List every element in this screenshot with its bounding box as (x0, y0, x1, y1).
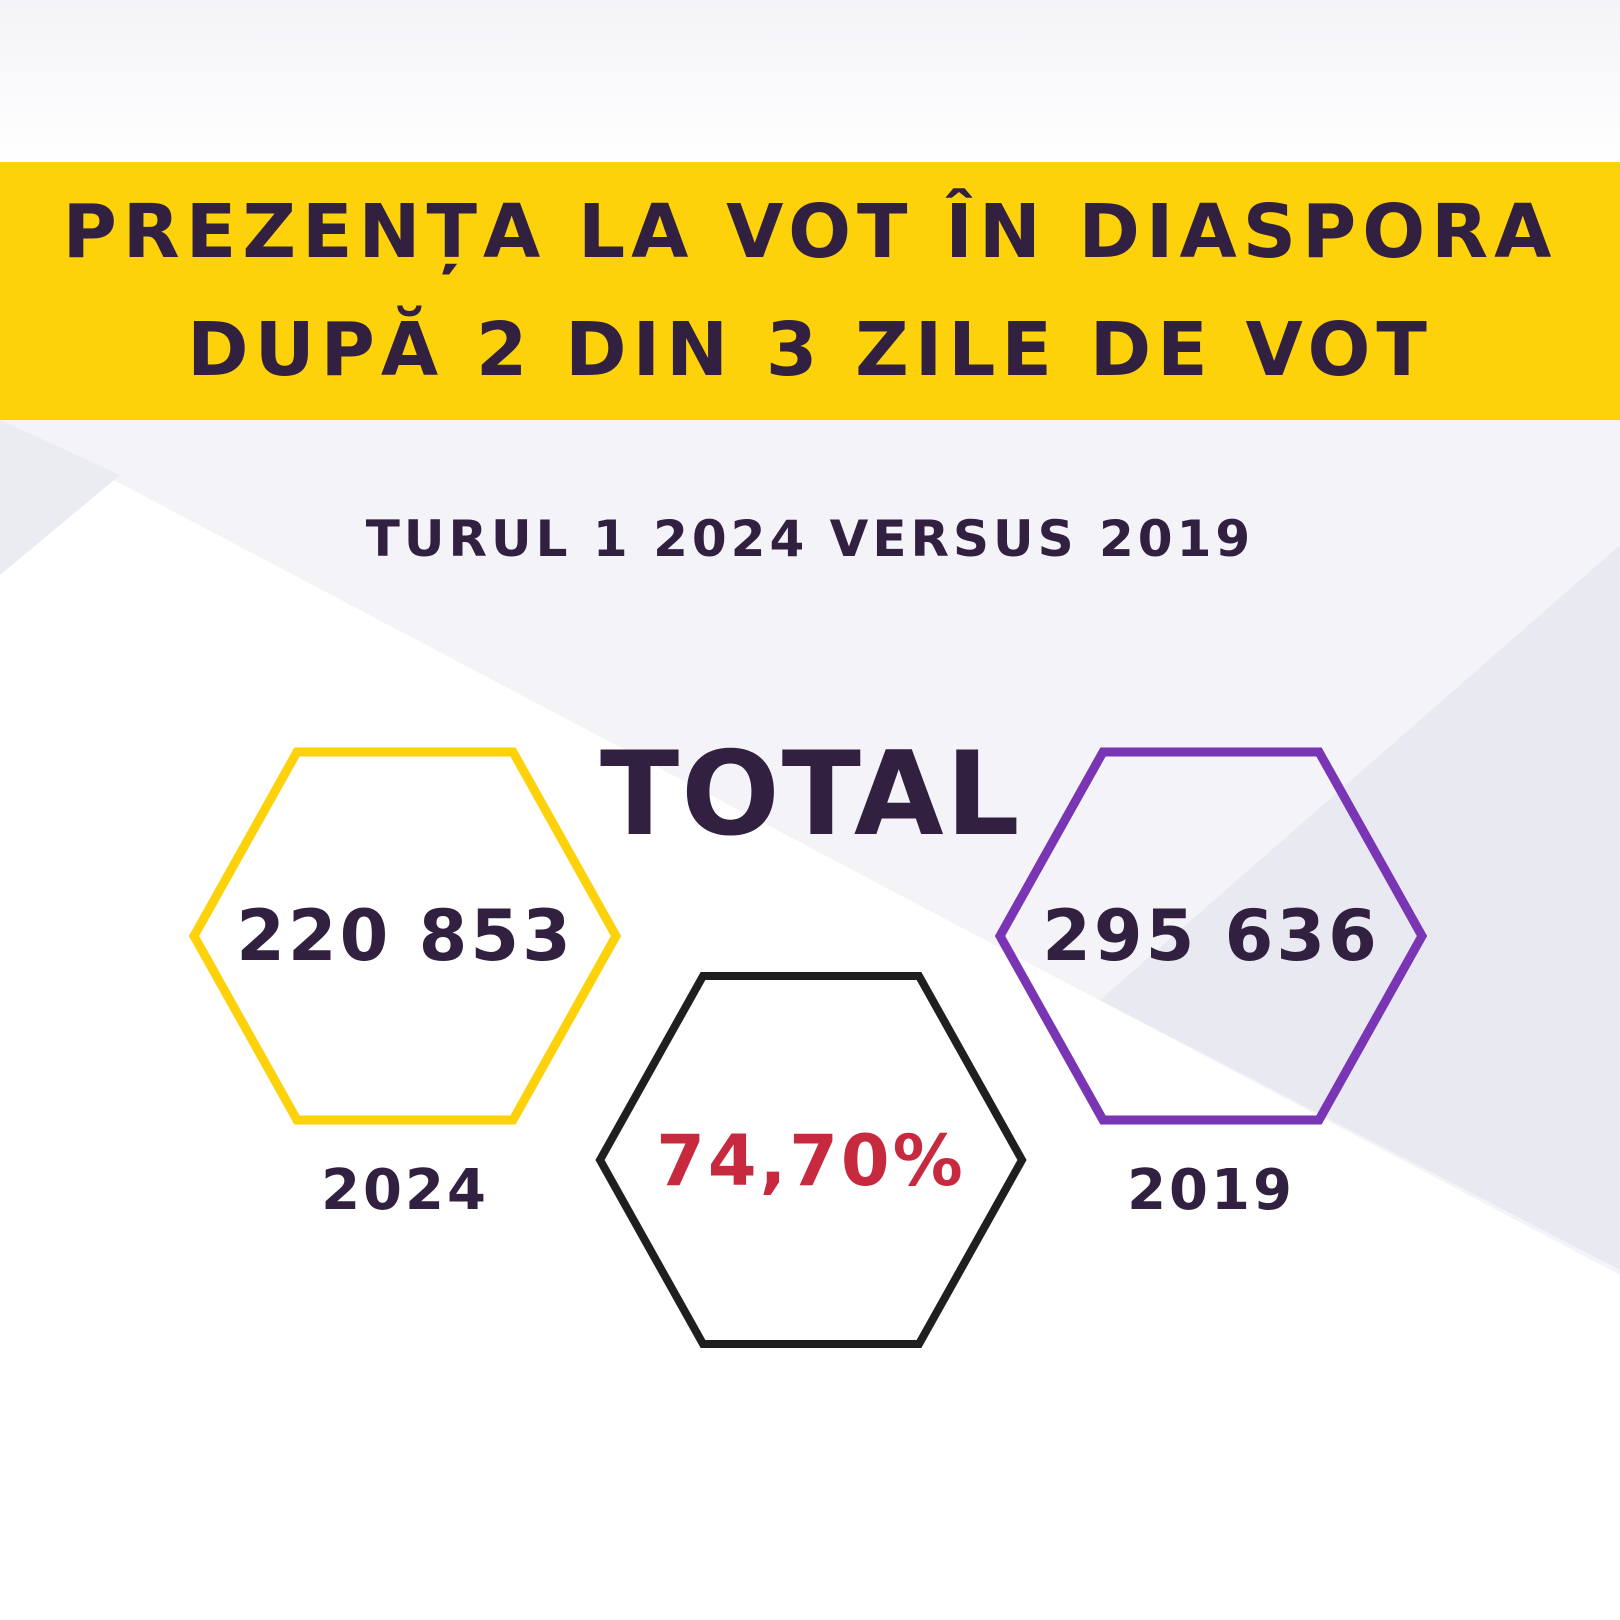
hexagon-2024 (188, 747, 622, 1125)
subtitle: TURUL 1 2024 VERSUS 2019 (365, 510, 1255, 568)
total-label: TOTAL (600, 727, 1022, 862)
hexagon-2024-outline (188, 747, 622, 1125)
title-line-2: DUPĂ 2 DIN 3 ZILE DE VOT (187, 307, 1433, 393)
value-2024: 220 853 (236, 895, 574, 977)
title-banner: PREZENȚA LA VOT ÎN DIASPORA DUPĂ 2 DIN 3… (0, 162, 1620, 420)
hexagon-2019 (994, 747, 1428, 1125)
hexagon-ratio (595, 972, 1027, 1348)
year-label-2019: 2019 (1127, 1158, 1295, 1223)
value-2019: 295 636 (1042, 895, 1380, 977)
hexagon-2019-outline (994, 747, 1428, 1125)
year-label-2024: 2024 (321, 1158, 489, 1223)
ratio-value: 74,70% (656, 1120, 966, 1202)
title-line-1: PREZENȚA LA VOT ÎN DIASPORA (62, 189, 1558, 275)
hexagon-ratio-outline (595, 972, 1027, 1348)
